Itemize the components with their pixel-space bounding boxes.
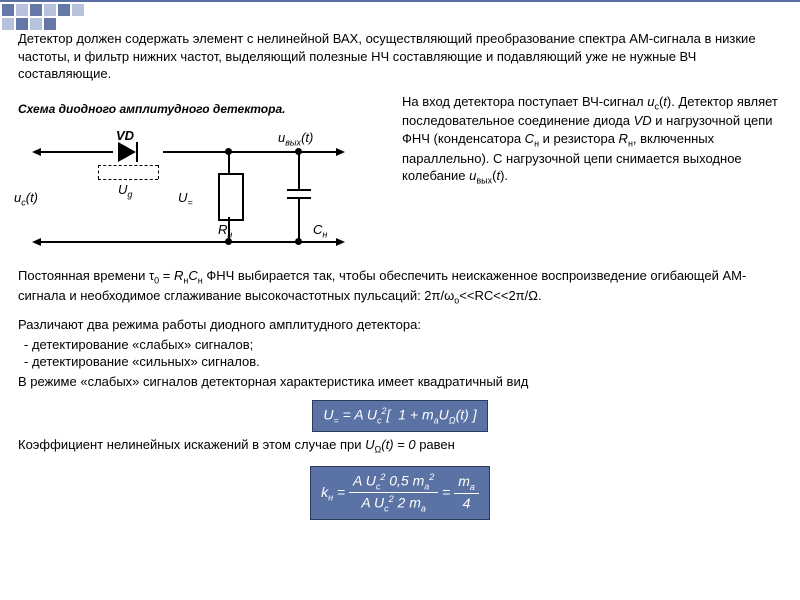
decor-square — [44, 18, 56, 30]
mode-item: детектирование «сильных» сигналов. — [24, 353, 782, 371]
formula1-row: U= = A Uc2[ 1 + maUΩ(t) ] — [18, 400, 782, 432]
formula2-box: kн = A Uc2 0,5 ma2A Uc2 2 ma = ma4 — [310, 466, 490, 520]
intro-paragraph: Детектор должен содержать элемент с нели… — [18, 30, 782, 83]
weak-mode-paragraph: В режиме «слабых» сигналов детекторная х… — [18, 373, 782, 391]
arrow-in-bottom — [32, 238, 41, 246]
resistor-icon — [218, 173, 244, 221]
left-column: Схема диодного амплитудного детектора. V… — [18, 93, 388, 261]
mode-item: детектирование «слабых» сигналов; — [24, 336, 782, 354]
decor-square — [30, 4, 42, 16]
arrow-out-bottom — [336, 238, 345, 246]
label-uout: uвых(t) — [278, 129, 313, 149]
formula2-row: kн = A Uc2 0,5 ma2A Uc2 2 ma = ma4 — [18, 466, 782, 520]
header-decor — [0, 0, 800, 28]
label-ueq: U= — [178, 189, 193, 209]
node-dot — [225, 238, 232, 245]
node-dot — [295, 238, 302, 245]
label-cn: Cн — [313, 221, 327, 241]
decor-square — [16, 4, 28, 16]
decor-square — [2, 18, 14, 30]
page-content: Детектор должен содержать элемент с нели… — [18, 30, 782, 524]
cap-lead-top — [298, 151, 300, 189]
right-paragraph: На вход детектора поступает ВЧ-сигнал uc… — [402, 93, 782, 187]
decor-square — [44, 4, 56, 16]
kn-paragraph: Коэффициент нелинейных искажений в этом … — [18, 436, 782, 456]
modes-head: Различают два режима работы диодного амп… — [18, 316, 782, 334]
decor-square — [16, 18, 28, 30]
ug-dash-left — [98, 165, 99, 179]
circuit-diagram: VD uвых(t) uc(t) Ug U= Rн — [18, 121, 368, 261]
diode-triangle-icon — [118, 142, 136, 162]
label-vd: VD — [116, 127, 134, 145]
ug-dash-right — [158, 165, 159, 179]
decor-square — [2, 4, 14, 16]
modes-list: детектирование «слабых» сигналов; детект… — [18, 336, 782, 371]
right-column: На вход детектора поступает ВЧ-сигнал uc… — [402, 93, 782, 261]
cap-plate-top — [287, 189, 311, 191]
decor-square — [58, 4, 70, 16]
wire-top — [38, 151, 338, 153]
tau-paragraph: Постоянная времени τ0 = RнCн ФНЧ выбирае… — [18, 267, 782, 306]
ug-dash-bottom — [98, 179, 158, 180]
two-column: Схема диодного амплитудного детектора. V… — [18, 93, 782, 261]
ug-dash-top — [98, 165, 158, 166]
header-bar — [0, 0, 800, 2]
node-dot — [295, 148, 302, 155]
label-ug: Ug — [118, 181, 132, 201]
arrow-in-top — [32, 148, 41, 156]
wire-bottom — [38, 241, 338, 243]
node-dot — [225, 148, 232, 155]
label-uc: uc(t) — [14, 189, 38, 209]
decor-square — [30, 18, 42, 30]
diode-bar-icon — [136, 142, 138, 162]
arrow-out-top — [336, 148, 345, 156]
decor-square — [72, 4, 84, 16]
circuit-title: Схема диодного амплитудного детектора. — [18, 101, 388, 117]
formula1-box: U= = A Uc2[ 1 + maUΩ(t) ] — [312, 400, 487, 432]
cap-lead-bottom — [298, 199, 300, 243]
